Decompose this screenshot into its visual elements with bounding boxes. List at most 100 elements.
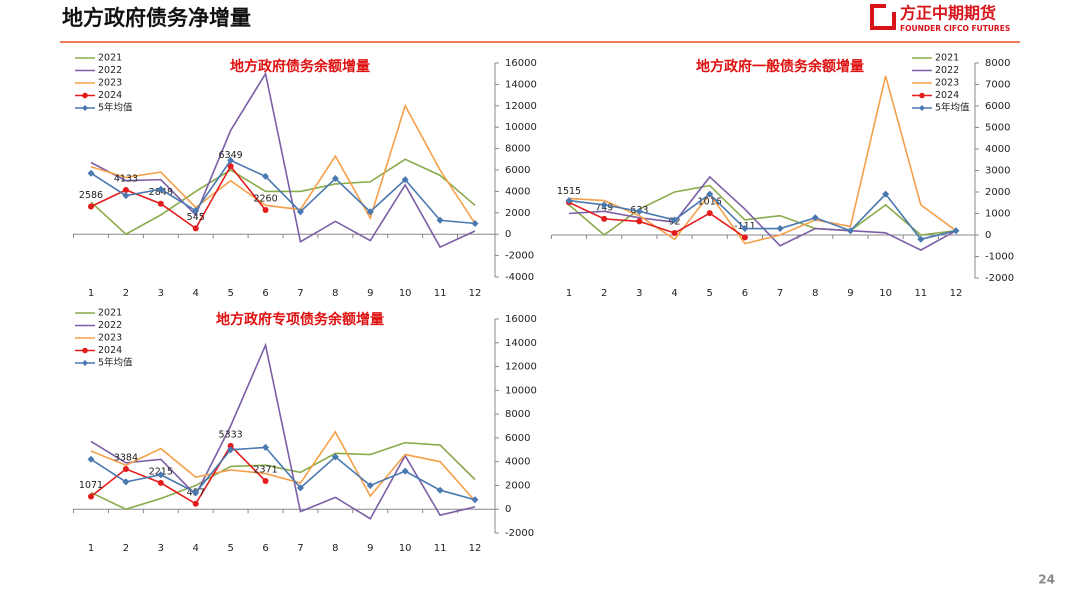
series-line [90, 158, 476, 236]
legend-marker [919, 105, 925, 111]
x-tick-label: 1 [566, 288, 572, 299]
logo-subtext: FOUNDER CIFCO FUTURES [900, 24, 1010, 33]
logo-icon [870, 4, 896, 30]
y-tick-label: 6000 [985, 101, 1010, 112]
x-tick-label: 4 [193, 543, 199, 554]
data-label: 4133 [114, 173, 138, 184]
point [122, 192, 130, 200]
x-tick-label: 11 [434, 288, 447, 299]
point [952, 227, 960, 235]
x-tick-label: 7 [777, 288, 783, 299]
x-tick-label: 10 [399, 543, 412, 554]
legend-label: 2021 [98, 53, 122, 64]
y-tick-label: 4000 [985, 144, 1010, 155]
point [157, 185, 165, 193]
point [635, 207, 643, 215]
point [331, 175, 339, 183]
data-label: 2586 [79, 190, 103, 201]
point [157, 200, 164, 207]
data-label: 1016 [698, 197, 722, 208]
legend-label: 2021 [98, 308, 122, 319]
x-tick-label: 7 [297, 288, 303, 299]
x-tick-label: 10 [879, 288, 892, 299]
y-tick-label: -2000 [505, 528, 534, 539]
x-tick-label: 1 [88, 288, 94, 299]
chart: 地方政府一般债务余额增量 -2000 -1000 0 1000 2000 3000 4000 5… [550, 53, 1014, 299]
series-line [568, 175, 957, 251]
y-tick-label: 14000 [505, 79, 537, 90]
y-tick-label: 8000 [985, 58, 1010, 69]
y-tick-label: 2000 [505, 480, 530, 491]
x-tick-label: 12 [469, 543, 482, 554]
point [671, 216, 679, 224]
point [846, 227, 854, 235]
y-tick-label: 0 [985, 230, 991, 241]
y-tick-label: 10000 [505, 122, 537, 133]
x-tick-label: 12 [950, 288, 963, 299]
y-tick-label: -1000 [985, 252, 1014, 263]
point [227, 163, 234, 170]
y-tick-label: 12000 [505, 101, 537, 112]
y-tick-label: 16000 [505, 58, 537, 69]
chart-title: 地方政府专项债务余额增量 [216, 311, 384, 328]
series-line [90, 103, 476, 224]
data-label: 1515 [557, 186, 581, 197]
legend-marker [82, 105, 88, 111]
point [157, 471, 165, 479]
data-label: 1071 [79, 480, 103, 491]
point [87, 455, 95, 463]
point [471, 496, 479, 504]
x-tick-label: 3 [636, 288, 642, 299]
point [192, 489, 200, 497]
chart-title: 地方政府债务余额增量 [230, 58, 370, 75]
y-tick-label: -2000 [505, 251, 534, 262]
series-line [90, 444, 267, 505]
legend-label: 2023 [98, 78, 122, 89]
series-line [90, 446, 476, 501]
y-tick-label: 10000 [505, 385, 537, 396]
x-tick-label: 5 [227, 288, 233, 299]
x-tick-label: 6 [262, 288, 268, 299]
x-tick-label: 4 [671, 288, 677, 299]
y-tick-label: -4000 [505, 272, 534, 283]
legend-marker [919, 92, 925, 99]
legend-marker [82, 347, 88, 354]
point [706, 190, 714, 198]
point [366, 208, 374, 216]
legend-label: 5年均值 [98, 102, 133, 114]
y-tick-label: 2000 [505, 208, 530, 219]
point [157, 479, 164, 486]
point [366, 481, 374, 489]
y-tick-label: 2000 [985, 187, 1010, 198]
x-tick-label: 4 [193, 288, 199, 299]
point [565, 197, 573, 205]
x-tick-label: 6 [742, 288, 748, 299]
point [227, 442, 234, 449]
x-tick-label: 9 [367, 288, 373, 299]
data-label: 2260 [253, 194, 277, 205]
x-tick-label: 8 [332, 288, 338, 299]
data-label: 6349 [219, 150, 243, 161]
point [436, 486, 444, 494]
point [471, 220, 479, 227]
point [331, 453, 339, 461]
logo-icon-cut [886, 2, 898, 12]
x-tick-label: 6 [262, 543, 268, 554]
x-tick-label: 5 [227, 543, 233, 554]
y-tick-label: 6000 [505, 433, 530, 444]
y-tick-label: -2000 [985, 273, 1014, 284]
x-tick-label: 2 [123, 543, 129, 554]
point [917, 235, 925, 243]
x-tick-label: 8 [812, 288, 818, 299]
x-tick-label: 2 [601, 288, 607, 299]
series-line [90, 71, 476, 249]
legend-label: 2023 [98, 333, 122, 344]
point [636, 218, 643, 225]
point [88, 493, 94, 500]
slide-title: 地方政府债务净增量 [62, 6, 251, 30]
legend-marker [82, 360, 88, 366]
legend-label: 2022 [935, 65, 959, 76]
y-tick-label: 8000 [505, 409, 530, 420]
y-tick-label: 5000 [985, 123, 1010, 134]
